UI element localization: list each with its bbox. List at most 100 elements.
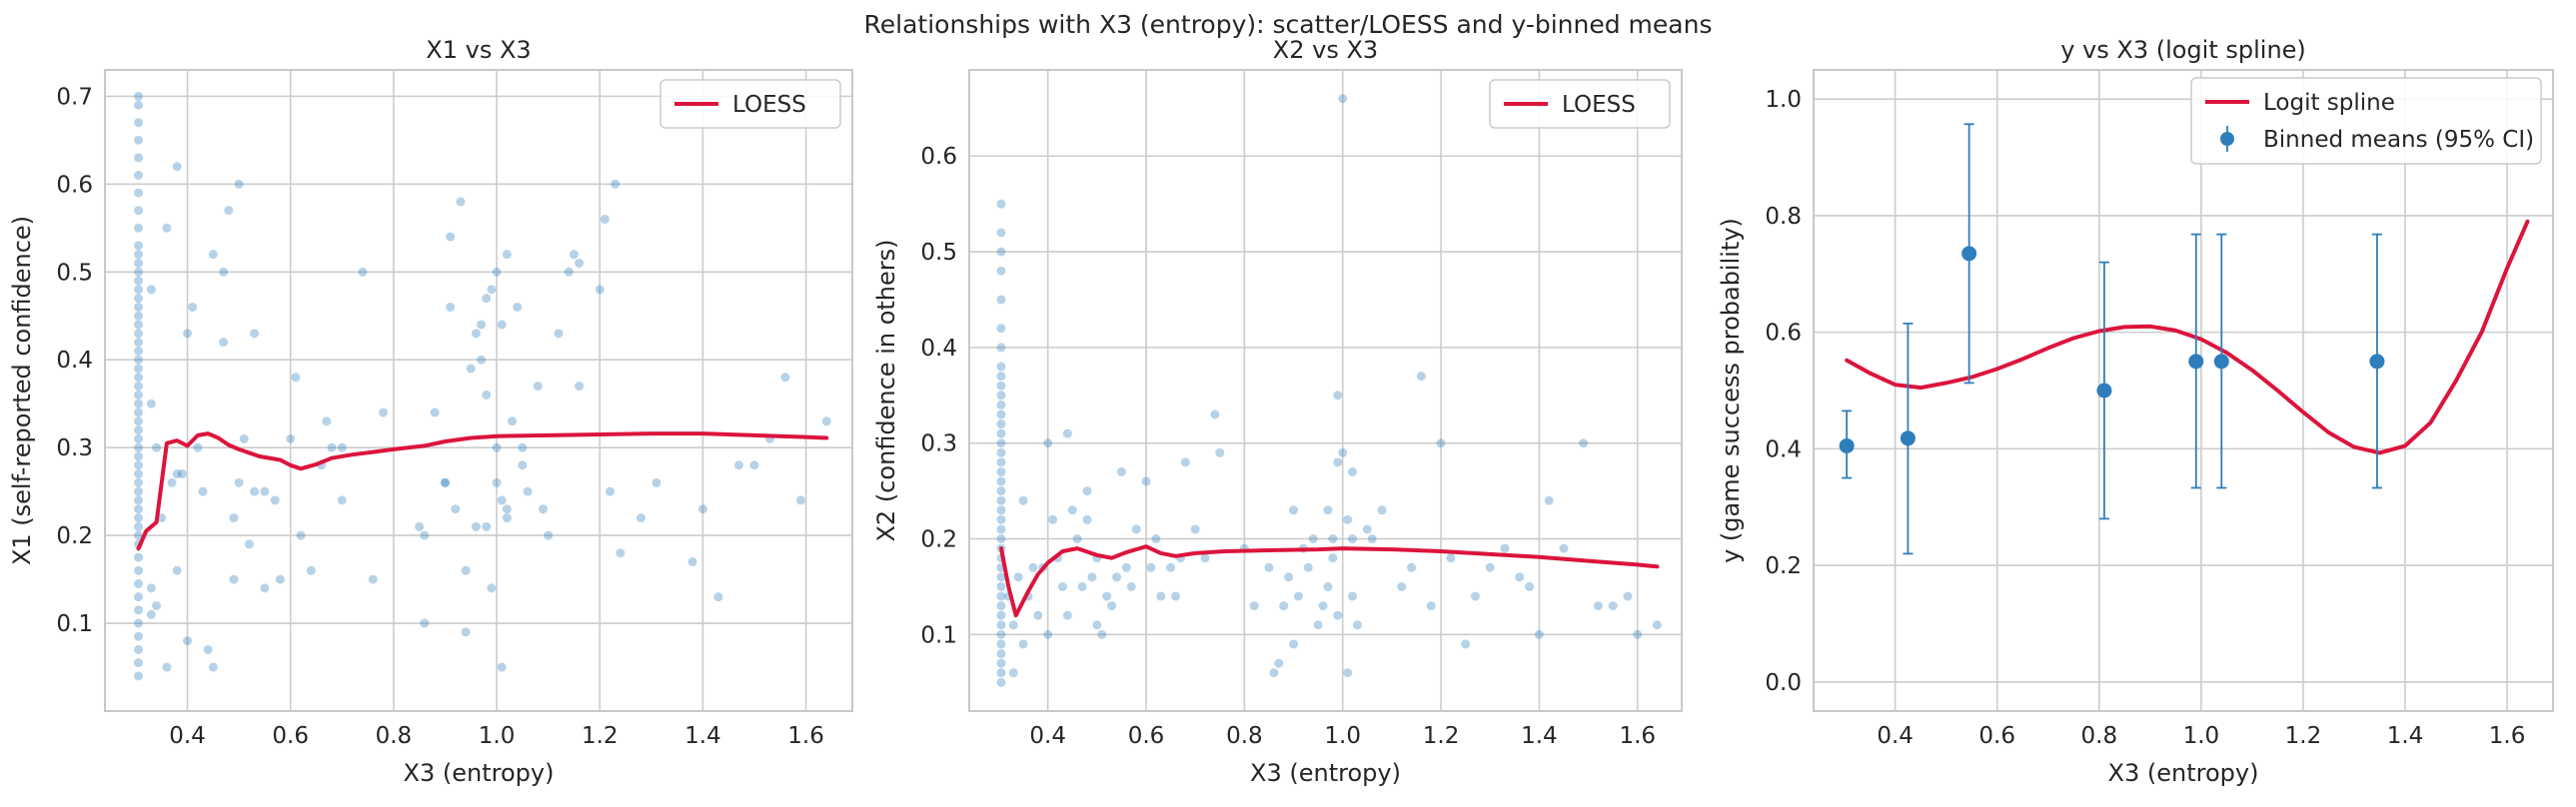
scatter-point <box>134 605 144 615</box>
scatter-point <box>996 466 1006 476</box>
x-tick-label: 0.4 <box>1029 723 1066 749</box>
scatter-point <box>487 285 497 295</box>
scatter-point <box>134 329 144 339</box>
scatter-point <box>134 530 144 540</box>
scatter-point <box>492 267 502 277</box>
binned-mean-point <box>2188 354 2204 370</box>
scatter-point <box>651 477 661 487</box>
scatter-point <box>996 486 1006 496</box>
scatter-point <box>415 521 425 531</box>
scatter-point <box>996 505 1006 515</box>
scatter-point <box>1579 438 1589 448</box>
scatter-point <box>1249 601 1259 611</box>
scatter-point <box>275 574 285 584</box>
x-tick-label: 0.4 <box>169 723 206 749</box>
x-axis-label: X3 (entropy) <box>2108 759 2259 787</box>
scatter-point <box>795 495 805 505</box>
scatter-point <box>996 457 1006 467</box>
scatter-point <box>1018 639 1028 649</box>
scatter-point <box>996 391 1006 401</box>
scatter-point <box>134 425 144 435</box>
scatter-point <box>606 486 616 496</box>
scatter-point <box>1008 668 1018 678</box>
scatter-point <box>291 373 301 383</box>
scatter-point <box>1062 610 1072 620</box>
scatter-point <box>1033 610 1043 620</box>
scatter-point <box>523 486 533 496</box>
scatter-point <box>234 477 244 487</box>
scatter-point <box>1279 601 1289 611</box>
scatter-point <box>229 513 239 523</box>
x-tick-label: 1.4 <box>1521 723 1558 749</box>
scatter-point <box>1446 553 1456 563</box>
scatter-point <box>1308 534 1318 544</box>
scatter-point <box>134 364 144 374</box>
axes-frame <box>104 69 853 712</box>
scatter-point <box>1082 514 1092 524</box>
scatter-point <box>1180 457 1190 467</box>
scatter-point <box>996 228 1006 238</box>
scatter-point <box>134 276 144 286</box>
y-tick-label: 0.5 <box>920 240 957 266</box>
scatter-point <box>134 644 144 654</box>
scatter-point <box>1062 428 1072 438</box>
scatter-point <box>152 442 162 452</box>
scatter-point <box>286 433 296 443</box>
scatter-point <box>1652 620 1662 630</box>
scatter-point <box>1534 629 1544 639</box>
scatter-point <box>183 636 193 646</box>
scatter-point <box>1348 466 1358 476</box>
scatter-point <box>146 285 156 295</box>
scatter-point <box>1121 562 1131 572</box>
scatter-point <box>996 495 1006 505</box>
scatter-point <box>482 521 492 531</box>
scatter-point <box>996 658 1006 668</box>
y-tick-label: 0.6 <box>56 172 93 198</box>
scatter-point <box>996 438 1006 448</box>
scatter-point <box>734 460 744 470</box>
y-tick-label: 0.0 <box>1765 670 1802 696</box>
scatter-point <box>1313 620 1323 630</box>
scatter-point <box>1362 524 1372 534</box>
scatter-point <box>1515 572 1525 582</box>
x-tick-label: 0.4 <box>1877 723 1914 749</box>
scatter-point <box>1328 534 1338 544</box>
scatter-point <box>1318 601 1328 611</box>
y-tick-label: 0.6 <box>1765 321 1802 347</box>
panel-title: y vs X3 (logit spline) <box>2060 36 2306 64</box>
scatter-point <box>1116 466 1126 476</box>
scatter-point <box>134 258 144 268</box>
scatter-point <box>533 382 543 392</box>
scatter-point <box>157 513 167 523</box>
scatter-point <box>337 495 347 505</box>
y-tick-label: 0.3 <box>920 431 957 457</box>
scatter-point <box>134 382 144 392</box>
scatter-point <box>1367 534 1377 544</box>
scatter-point <box>821 416 831 426</box>
legend-label: Logit spline <box>2263 90 2395 116</box>
scatter-point <box>1087 572 1097 582</box>
y-tick-label: 0.2 <box>1765 553 1802 579</box>
y-tick-label: 0.2 <box>920 527 957 553</box>
scatter-point <box>1008 620 1018 630</box>
scatter-point <box>1141 476 1151 486</box>
scatter-point <box>518 460 528 470</box>
scatter-point <box>996 476 1006 486</box>
axes-frame <box>968 69 1683 712</box>
scatter-point <box>229 574 239 584</box>
x-tick-label: 0.8 <box>376 723 413 749</box>
scatter-point <box>134 311 144 321</box>
scatter-point <box>996 247 1006 257</box>
scatter-point <box>234 179 244 189</box>
scatter-point <box>134 407 144 417</box>
scatter-point <box>497 662 507 672</box>
binned-mean-point <box>1839 437 1855 453</box>
scatter-point <box>595 285 605 295</box>
scatter-point <box>1092 620 1102 630</box>
scatter-point <box>575 382 585 392</box>
scatter-point <box>208 662 218 672</box>
scatter-point <box>1284 572 1294 582</box>
scatter-point <box>1328 553 1338 563</box>
scatter-point <box>1274 658 1284 668</box>
